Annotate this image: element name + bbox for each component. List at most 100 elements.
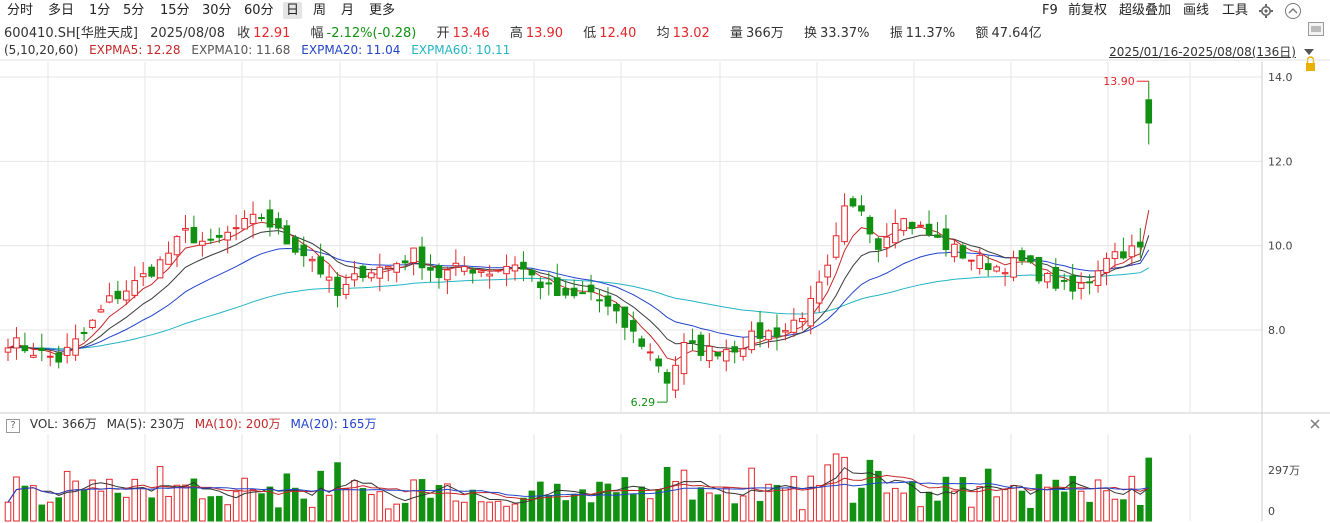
volume-bar (97, 490, 105, 522)
candle-body (139, 273, 147, 278)
volume-bar (1086, 501, 1093, 522)
candle-body (148, 266, 155, 277)
volume-bar (292, 487, 299, 522)
price-axis: 8.0 10.0 12.0 14.0 (1268, 71, 1293, 337)
volume-bar (630, 494, 637, 522)
close-label: 收 (237, 26, 251, 41)
candle-body (283, 225, 291, 245)
ema60-line (7, 267, 1150, 350)
candle-body (30, 354, 37, 358)
candle-body (224, 231, 231, 241)
low-label: 低 (583, 26, 597, 41)
date-range-label[interactable]: 2025/01/16-2025/08/08(136日) (1109, 45, 1296, 59)
candle-body (613, 303, 620, 312)
f9-button[interactable]: F9 (1042, 3, 1058, 18)
volume-bar (866, 459, 874, 522)
volume-bar (815, 484, 823, 522)
volume-bar (368, 494, 375, 522)
volume-bar (587, 502, 595, 522)
candle-body (199, 240, 206, 246)
candle-body (317, 256, 324, 275)
period-tab-intraday[interactable]: 分时 (7, 3, 34, 18)
turnover-value: 33.37% (819, 26, 870, 41)
candle-body (959, 245, 967, 259)
volume-bar (1120, 499, 1127, 522)
candle-body (900, 218, 908, 232)
candle-body (672, 364, 679, 391)
vol-value-legend: VOL: 366万 (29, 417, 97, 431)
candle-body (156, 259, 164, 279)
period-tab-more[interactable]: 更多 (369, 3, 396, 18)
candle-body (182, 227, 189, 231)
volume-bar (604, 483, 612, 522)
candle-body (21, 345, 29, 352)
candle-body (38, 347, 46, 352)
period-tab-60min[interactable]: 60分 (244, 3, 274, 18)
period-tab-15min[interactable]: 15分 (160, 3, 190, 18)
volume-bar (469, 489, 477, 522)
adjust-button[interactable]: 前复权 (1068, 3, 1108, 18)
candle-body (604, 295, 612, 307)
candle-body (334, 276, 341, 296)
candle-body (13, 337, 20, 349)
collapse-up-icon[interactable] (1284, 2, 1302, 20)
volume-bar (351, 480, 358, 522)
candle-body (249, 213, 257, 225)
volume-bar (1128, 475, 1136, 522)
volume-bar (1077, 490, 1085, 522)
candle-body (866, 216, 874, 235)
volume-bar (232, 491, 240, 522)
candle-body (410, 247, 417, 263)
range-dropdown-icon[interactable] (1304, 49, 1314, 55)
candle-body (359, 265, 367, 278)
high-price-label: 13.90 (1103, 75, 1135, 88)
volume-bar (80, 489, 88, 522)
ema-lines (7, 210, 1150, 362)
period-tab-multiday[interactable]: 多日 (48, 3, 75, 18)
candle-body (883, 236, 891, 249)
overlay-button[interactable]: 超级叠加 (1119, 3, 1172, 18)
candle-body (1103, 257, 1110, 273)
volume-bar (1035, 474, 1043, 522)
volume-bar (553, 483, 561, 522)
period-tab-week[interactable]: 周 (313, 3, 327, 18)
candle-body (114, 290, 122, 300)
volume-bar (976, 486, 984, 522)
candle-body (435, 265, 443, 278)
candle-body (832, 235, 840, 258)
candle-body (908, 221, 916, 230)
period-tab-day[interactable]: 日 (283, 2, 303, 19)
volume-bar (697, 487, 705, 522)
close-volume-panel-icon[interactable] (1308, 417, 1322, 431)
candle-body (942, 228, 950, 251)
volume-bar (139, 487, 147, 522)
help-icon[interactable]: ? (6, 419, 20, 433)
candle-body (4, 347, 12, 353)
candle-body (190, 226, 198, 244)
period-tab-5min[interactable]: 5分 (123, 3, 145, 18)
volume-bar (858, 487, 865, 522)
candle-body (173, 236, 181, 256)
volume-axis: 0 297万 (1268, 464, 1300, 518)
volume-bar (46, 501, 54, 522)
volume-bar (114, 492, 122, 522)
volume-bar (756, 500, 764, 522)
draw-button[interactable]: 画线 (1183, 3, 1210, 18)
gear-icon[interactable] (1258, 3, 1274, 19)
candle-body (934, 234, 941, 238)
period-tab-30min[interactable]: 30分 (202, 3, 232, 18)
volume-bar (393, 503, 400, 522)
avg-label: 均 (656, 26, 670, 41)
volume-bar (706, 492, 713, 522)
tools-button[interactable]: 工具 (1222, 3, 1249, 18)
lock-icon[interactable] (1306, 63, 1315, 71)
candle-body (875, 238, 882, 250)
volume-bar (173, 484, 181, 522)
volume-bar (841, 456, 848, 522)
volume-bar (241, 477, 248, 522)
period-tab-1min[interactable]: 1分 (89, 3, 111, 18)
period-tab-month[interactable]: 月 (341, 3, 355, 18)
ema-params[interactable]: (5,10,20,60) (4, 43, 79, 57)
wp-badge-icon[interactable] (1308, 22, 1324, 36)
